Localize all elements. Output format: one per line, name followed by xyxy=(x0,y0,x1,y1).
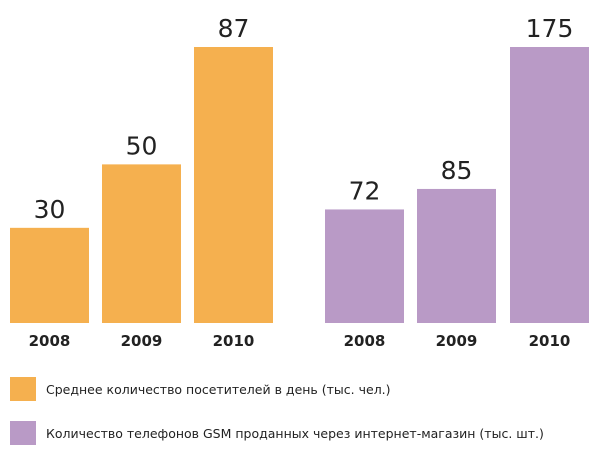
data-label-phones-2009: 85 xyxy=(441,156,473,185)
x-tick-label-phones-2008: 2008 xyxy=(344,332,386,350)
data-label-visitors-2009: 50 xyxy=(126,131,158,160)
data-label-visitors-2010: 87 xyxy=(218,14,250,43)
bar-visitors-2009 xyxy=(102,164,181,323)
bar-phones-2010 xyxy=(510,47,589,323)
legend-item-phones: Количество телефонов GSM проданных через… xyxy=(10,421,544,445)
phones-chart: 72 2008 85 2009 175 2010 xyxy=(325,14,589,350)
bar-phones-2008 xyxy=(325,209,404,323)
bar-phones-2009 xyxy=(417,188,496,323)
data-label-phones-2010: 175 xyxy=(526,14,574,43)
data-label-phones-2008: 72 xyxy=(349,176,381,205)
legend: Среднее количество посетителей в день (т… xyxy=(10,377,544,445)
bar-visitors-2010 xyxy=(194,47,273,323)
legend-swatch-visitors xyxy=(10,377,36,401)
x-tick-label-phones-2009: 2009 xyxy=(436,332,478,350)
visitors-chart: 30 2008 50 2009 87 2010 xyxy=(10,14,273,350)
legend-label-visitors: Среднее количество посетителей в день (т… xyxy=(46,382,391,397)
bar-visitors-2008 xyxy=(10,227,89,323)
x-tick-label-visitors-2009: 2009 xyxy=(121,332,163,350)
x-tick-label-visitors-2008: 2008 xyxy=(29,332,71,350)
data-label-visitors-2008: 30 xyxy=(34,195,66,224)
x-tick-label-phones-2010: 2010 xyxy=(529,332,571,350)
legend-swatch-phones xyxy=(10,421,36,445)
x-tick-label-visitors-2010: 2010 xyxy=(213,332,255,350)
legend-label-phones: Количество телефонов GSM проданных через… xyxy=(46,426,544,441)
legend-item-visitors: Среднее количество посетителей в день (т… xyxy=(10,377,391,401)
